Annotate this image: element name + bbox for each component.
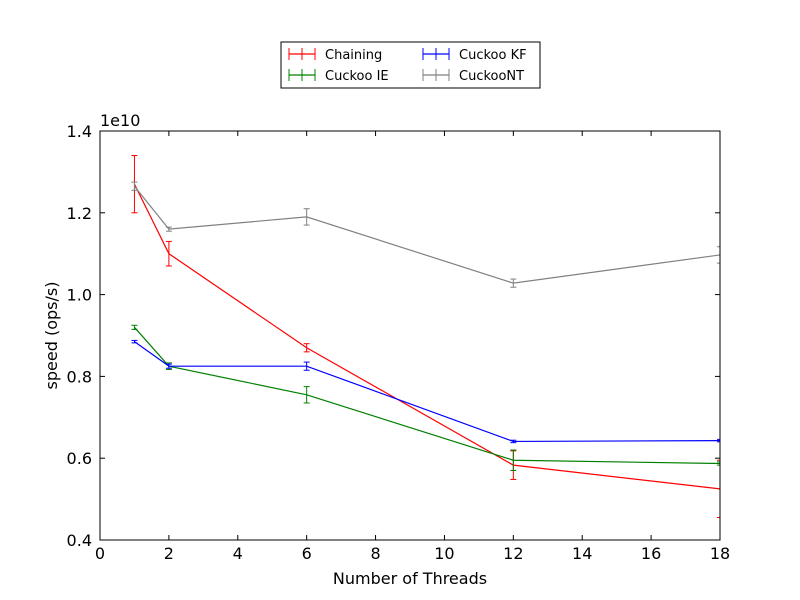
- legend-frame: [280, 41, 541, 89]
- x-tick-label: 18: [710, 544, 730, 563]
- y-axis-label: speed (ops/s): [42, 282, 61, 390]
- series-cuckoont: [131, 181, 720, 288]
- legend-label: Cuckoo KF: [459, 48, 527, 63]
- x-tick-label: 8: [370, 544, 380, 563]
- x-axis-label: Number of Threads: [333, 569, 487, 588]
- series-cuckoo-ie: [131, 324, 720, 471]
- y-tick-label: 0.8: [67, 367, 92, 386]
- y-axis: 0.4 0.6 0.8 1.0 1.2 1.4: [67, 122, 720, 550]
- y-tick-label: 1.0: [67, 286, 92, 305]
- legend-item: Chaining: [288, 48, 382, 63]
- x-tick-label: 10: [434, 544, 454, 563]
- x-tick-label: 2: [164, 544, 174, 563]
- series-line: [133, 185, 720, 284]
- series-chaining: [131, 155, 720, 519]
- series-layer: [131, 155, 720, 519]
- legend-label: Cuckoo IE: [325, 69, 389, 84]
- legend-label: Chaining: [325, 48, 382, 63]
- y-offset-label: 1e10: [100, 111, 140, 130]
- y-tick-label: 1.4: [67, 122, 92, 141]
- series-line: [133, 183, 720, 490]
- series-line: [134, 341, 720, 443]
- x-tick-label: 4: [233, 544, 243, 563]
- legend: Chaining Cuckoo IE Cuckoo KF CuckooNT: [280, 41, 541, 89]
- legend-item: Cuckoo KF: [422, 48, 527, 63]
- x-tick-label: 6: [302, 544, 312, 563]
- x-axis: 0 2 4 6 8 10 12 14 16 18: [95, 131, 730, 563]
- legend-label: CuckooNT: [459, 69, 524, 84]
- x-tick-label: 12: [503, 544, 523, 563]
- plot-frame: [99, 130, 721, 541]
- series-cuckoo-kf: [131, 339, 720, 444]
- x-tick-label: 0: [95, 544, 105, 563]
- series-line: [133, 326, 720, 465]
- y-tick-label: 0.6: [67, 449, 92, 468]
- x-tick-label: 16: [641, 544, 661, 563]
- x-tick-label: 14: [572, 544, 592, 563]
- legend-item: CuckooNT: [422, 69, 524, 84]
- legend-item: Cuckoo IE: [288, 69, 389, 84]
- y-tick-label: 1.2: [67, 204, 92, 223]
- y-tick-label: 0.4: [67, 531, 92, 550]
